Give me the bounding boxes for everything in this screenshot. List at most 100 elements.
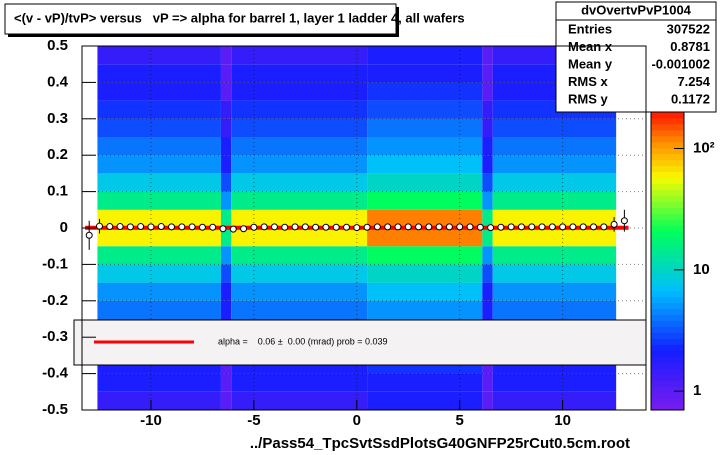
palette-step	[651, 266, 684, 274]
heatmap-cell	[97, 209, 221, 228]
palette-step	[651, 284, 684, 292]
heatmap-cell	[97, 282, 221, 301]
heatmap-cell	[492, 300, 617, 319]
stats-name: RMS x	[568, 74, 609, 89]
palette-step	[651, 243, 684, 250]
palette-step	[651, 123, 684, 131]
heatmap-cell	[482, 209, 493, 228]
profile-point	[229, 225, 237, 233]
palette-step	[651, 308, 684, 316]
heatmap-cell	[482, 82, 493, 101]
heatmap-cell	[492, 246, 617, 265]
heatmap-cell	[231, 373, 368, 392]
heatmap-cell	[220, 100, 232, 119]
palette-step	[651, 165, 684, 173]
y-tick-label: -0.3	[42, 328, 68, 345]
profile-point	[157, 223, 165, 231]
heatmap-cell	[367, 100, 483, 119]
profile-point	[507, 223, 515, 231]
heatmap-cell	[482, 155, 493, 174]
profile-point	[456, 223, 464, 231]
stats-value: -0.001002	[651, 56, 710, 71]
heatmap-cell	[367, 155, 483, 174]
profile-point	[600, 223, 608, 231]
profile-point	[394, 223, 402, 231]
heatmap-cell	[97, 391, 221, 410]
heatmap-cell	[220, 46, 232, 65]
profile-point	[559, 223, 567, 231]
profile-point	[425, 223, 433, 231]
palette-step	[651, 314, 684, 322]
y-tick-label: -0.4	[42, 365, 69, 382]
heatmap-cell	[231, 264, 368, 283]
heatmap-cell	[367, 173, 483, 192]
palette-step	[651, 112, 684, 119]
profile-point	[291, 223, 299, 231]
heatmap-cell	[367, 82, 483, 101]
profile-point	[260, 223, 268, 231]
heatmap-cell	[492, 282, 617, 301]
heatmap-cell	[97, 100, 221, 119]
heatmap-cell	[482, 246, 493, 265]
palette-step	[651, 290, 684, 298]
heatmap-cell	[492, 173, 617, 192]
heatmap-cell	[492, 264, 617, 283]
palette-step	[651, 135, 684, 143]
heatmap-cell	[97, 137, 221, 156]
heatmap-cell	[97, 373, 221, 392]
profile-point	[590, 223, 598, 231]
profile-point	[312, 223, 320, 231]
heatmap-cell	[482, 373, 493, 392]
palette-step	[651, 380, 684, 387]
heatmap-cell	[220, 228, 232, 247]
title-box	[4, 3, 397, 35]
heatmap-cell	[231, 191, 368, 210]
palette-step	[651, 392, 684, 399]
palette-step	[651, 326, 684, 334]
x-tick-label: -10	[140, 412, 162, 429]
profile-point	[517, 223, 525, 231]
profile-point	[281, 223, 289, 231]
palette-step	[651, 362, 684, 369]
palette-step	[651, 338, 684, 345]
heatmap-cell	[231, 209, 368, 228]
palette-step	[651, 296, 684, 304]
heatmap-cell	[482, 191, 493, 210]
palette-step	[651, 386, 684, 393]
heatmap-cell	[231, 391, 368, 410]
palette-step	[651, 398, 684, 405]
profile-point	[343, 223, 351, 231]
palette-step	[651, 368, 684, 375]
palette-step	[651, 356, 684, 363]
y-tick-label: -0.1	[42, 255, 68, 272]
heatmap-cell	[367, 209, 483, 228]
heatmap-cell	[231, 100, 368, 119]
heatmap-cell	[367, 191, 483, 210]
palette-step	[651, 159, 684, 167]
profile-point	[332, 223, 340, 231]
x-tick-label: 0	[353, 412, 361, 429]
profile-point	[209, 223, 217, 231]
profile-point	[415, 223, 423, 231]
heatmap-cell	[97, 64, 221, 83]
heatmap-cell	[97, 228, 221, 247]
heatmap-cell	[492, 391, 617, 410]
profile-point	[373, 223, 381, 231]
heatmap-cell	[231, 46, 368, 65]
palette-step	[651, 231, 684, 238]
profile-point	[445, 223, 453, 231]
y-tick-label: 0.4	[47, 73, 69, 90]
profile-point	[250, 223, 258, 231]
heatmap-cell	[220, 209, 232, 228]
profile-point	[106, 223, 114, 231]
heatmap-cell	[220, 373, 232, 392]
z-tick-label: 10	[693, 261, 710, 278]
y-tick-label: 0.5	[47, 37, 68, 54]
palette-step	[651, 272, 684, 280]
palette-step	[651, 332, 684, 339]
profile-point	[487, 224, 495, 232]
heatmap-cell	[482, 173, 493, 192]
heatmap-cell	[231, 137, 368, 156]
x-tick-label: 5	[456, 412, 464, 429]
